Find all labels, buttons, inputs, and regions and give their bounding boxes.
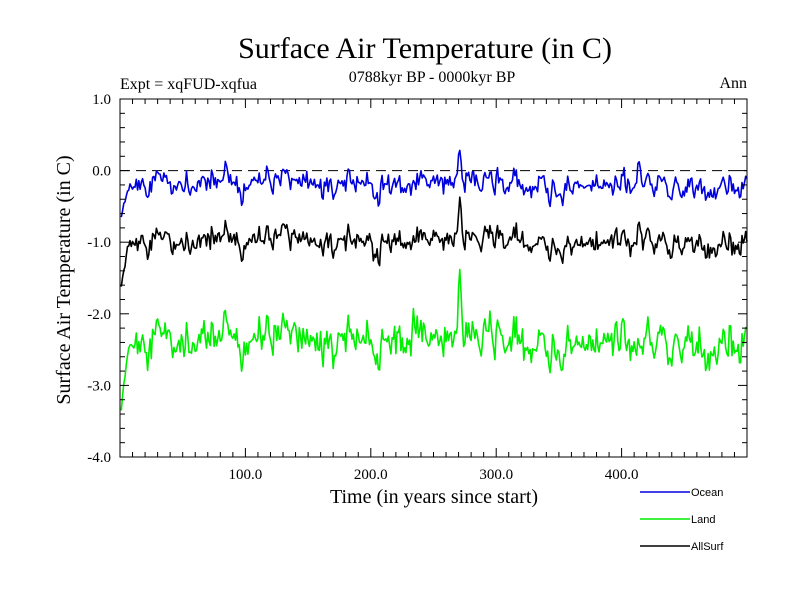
plot-area: 100.0 200.0 300.0 400.0 1.0 0.0 -1.0 -2.0 -3.0 -4… bbox=[87, 92, 748, 483]
x-axis-label: Time (in years since start) bbox=[330, 486, 538, 508]
axis-ticks: 100.0 200.0 300.0 400.0 1.0 0.0 -1.0 -2.0 -3.0 -4… bbox=[87, 92, 747, 483]
y-tick-label: -2.0 bbox=[87, 307, 111, 323]
x-tick-label: 200.0 bbox=[354, 467, 388, 483]
period-label: 0788kyr BP - 0000kyr BP bbox=[349, 69, 516, 86]
chart-title: Surface Air Temperature (in C) bbox=[238, 32, 612, 65]
season-label: Ann bbox=[719, 75, 747, 92]
x-tick-label: 300.0 bbox=[479, 467, 513, 483]
plot-frame bbox=[119, 98, 748, 458]
legend-label-ocean: Ocean bbox=[691, 487, 723, 499]
series-group bbox=[120, 149, 748, 411]
x-tick-label: 100.0 bbox=[229, 467, 263, 483]
legend-label-land: Land bbox=[691, 514, 715, 526]
legend: Ocean Land AllSurf bbox=[640, 487, 724, 553]
series-line-ocean bbox=[120, 149, 748, 218]
y-tick-label: 1.0 bbox=[92, 92, 111, 108]
y-tick-label: -4.0 bbox=[87, 450, 111, 466]
series-line-land bbox=[120, 268, 748, 411]
y-axis-label: Surface Air Temperature (in C) bbox=[53, 155, 75, 404]
legend-label-allsurf: AllSurf bbox=[691, 541, 724, 553]
y-tick-label: -3.0 bbox=[87, 378, 111, 394]
series-line-allsurf bbox=[120, 196, 748, 287]
y-tick-label: 0.0 bbox=[92, 164, 111, 180]
experiment-label: Expt = xqFUD-xqfua bbox=[120, 76, 257, 93]
x-tick-label: 400.0 bbox=[605, 467, 639, 483]
y-tick-label: -1.0 bbox=[87, 235, 111, 251]
